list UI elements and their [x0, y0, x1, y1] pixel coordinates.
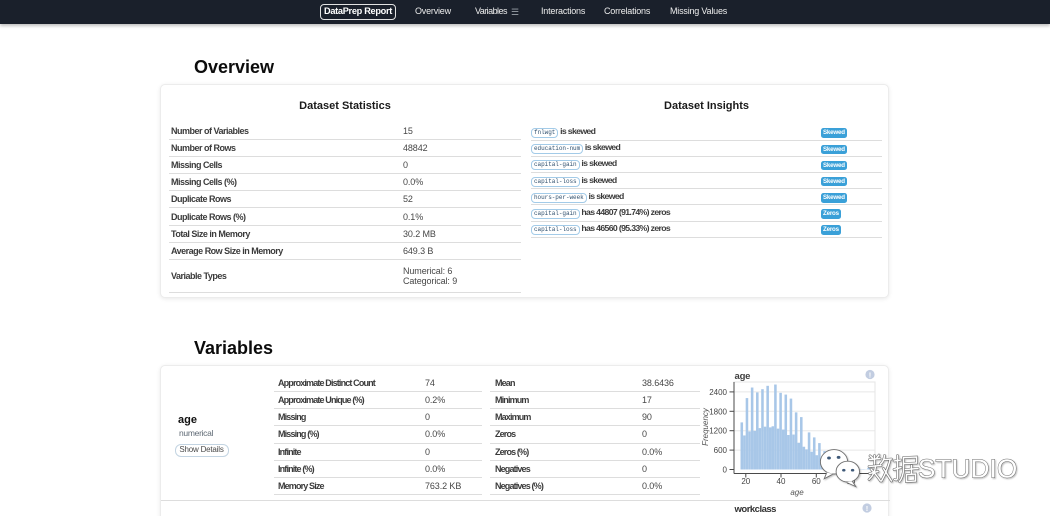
svg-text:20: 20 — [741, 477, 750, 486]
svg-text:60: 60 — [812, 477, 821, 486]
svg-text:2400: 2400 — [709, 388, 727, 397]
svg-text:!: ! — [866, 504, 869, 513]
svg-text:age: age — [735, 371, 751, 382]
svg-text:!: ! — [869, 370, 872, 379]
svg-text:STUDIO: STUDIO — [918, 454, 1017, 484]
svg-text:age: age — [790, 488, 804, 497]
svg-text:1800: 1800 — [709, 407, 727, 416]
svg-text:1200: 1200 — [709, 427, 727, 436]
svg-text:0: 0 — [723, 466, 728, 475]
svg-text:600: 600 — [714, 446, 728, 455]
svg-text:Frequency: Frequency — [701, 407, 710, 446]
svg-text:40: 40 — [777, 477, 786, 486]
svg-text:80: 80 — [846, 477, 855, 486]
